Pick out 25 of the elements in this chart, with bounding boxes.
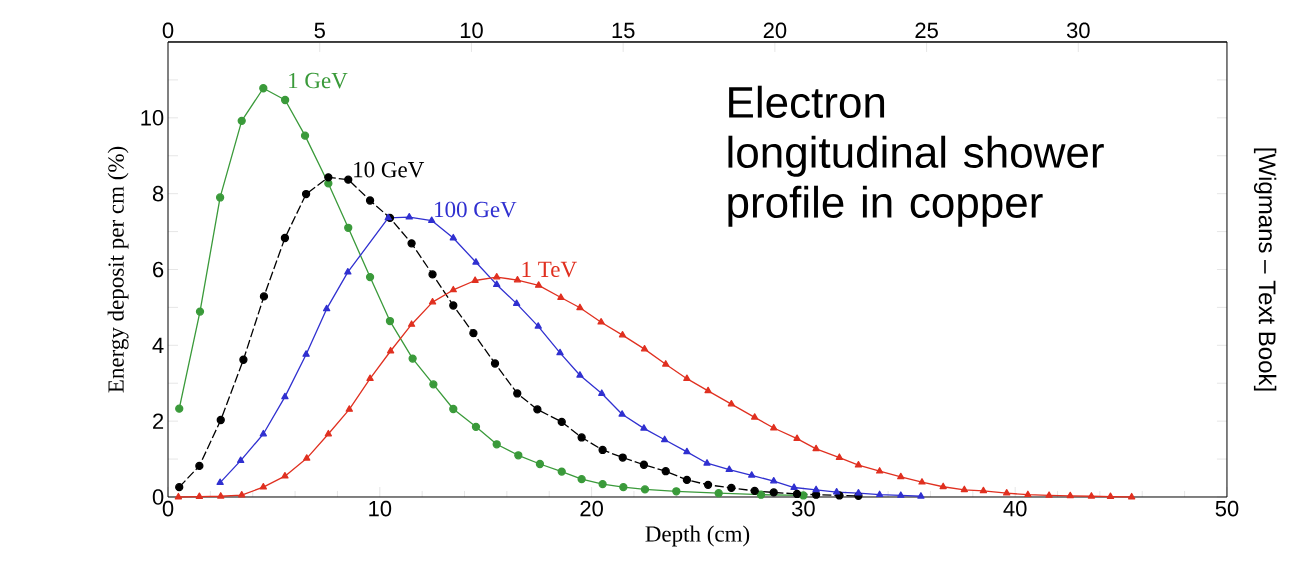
y-tick-label: 2: [153, 413, 164, 429]
x-tick-label: 30: [791, 500, 815, 517]
x2-tick-label: 10: [460, 22, 483, 39]
series-label: 100 GeV: [435, 201, 517, 218]
y-axis-title: Energy deposit per cm (%): [107, 146, 129, 393]
x-tick-label: 50: [1215, 500, 1239, 517]
series-label: 1 TeV: [522, 261, 577, 278]
x-tick-label: 10: [369, 500, 392, 517]
text: [Wigmans – Text Book]: [1253, 148, 1277, 391]
x2-tick-label: 30: [1066, 22, 1090, 39]
y-tick-label: 10: [141, 110, 164, 126]
y-tick-label: 4: [152, 337, 164, 353]
x-axis-title: Depth (cm): [645, 525, 750, 547]
y-tick-label: 0: [152, 489, 164, 505]
x2-tick-label: 5: [314, 22, 325, 39]
annotation: Electron longitudinal shower profile in copper: [728, 85, 1104, 227]
y-tick-label: 6: [153, 261, 164, 278]
x-tick-label: 40: [1003, 500, 1027, 517]
series-label: 1 GeV: [289, 72, 348, 89]
x-tick-label: 20: [580, 500, 603, 517]
y-tick-label: 8: [152, 185, 164, 202]
x2-tick-label: 20: [763, 22, 787, 39]
x2-tick-label: 15: [612, 22, 635, 39]
series-label: 10 GeV: [354, 161, 425, 178]
x2-tick-label: 25: [915, 22, 938, 39]
